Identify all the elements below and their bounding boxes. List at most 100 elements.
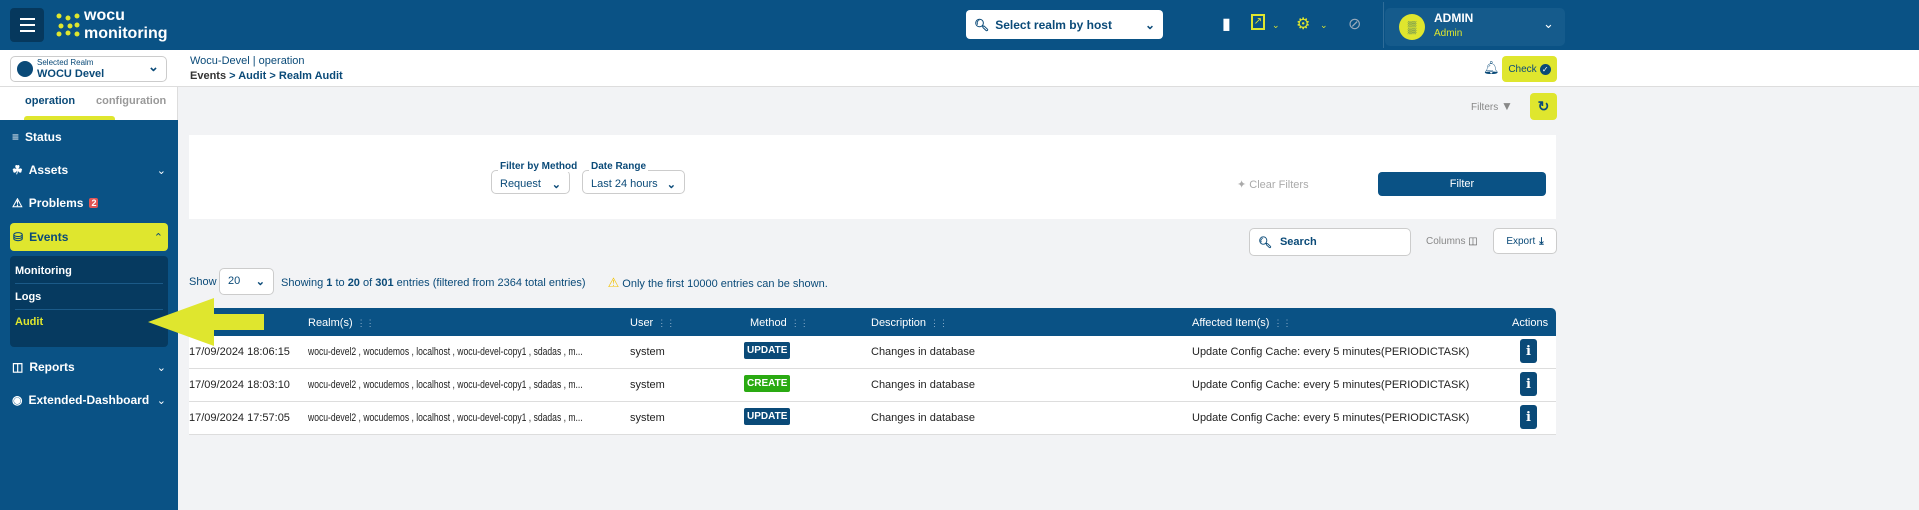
- entries-info: Showing 1 to 20 of 301 entries (filtered…: [281, 277, 586, 289]
- cell-description: Changes in database: [871, 412, 975, 424]
- sidebar-item-events[interactable]: ⛁ Events ⌃: [10, 223, 168, 251]
- cell-realms: wocu-devel2 , wocudemos , localhost , wo…: [308, 346, 583, 358]
- warning-text: Only the first 10000 entries can be show…: [622, 278, 828, 290]
- showing-text: Showing: [281, 277, 327, 289]
- chevron-down-icon: ⌄: [156, 394, 166, 407]
- drag-handle-icon[interactable]: ⋮⋮: [356, 318, 375, 328]
- gears-icon[interactable]: ⚙: [1296, 16, 1311, 33]
- submenu-audit[interactable]: Audit: [15, 316, 44, 328]
- column-description[interactable]: Description ⋮⋮: [871, 317, 948, 329]
- chevron-down-icon[interactable]: ⌄: [1320, 20, 1328, 30]
- table-row: 17/09/2024 18:06:15 wocu-devel2 , wocude…: [189, 336, 1556, 369]
- external-link-icon[interactable]: ↗: [1251, 14, 1265, 30]
- method-filter-label: Filter by Method: [498, 161, 580, 172]
- entries-warning: ⚠ Only the first 10000 entries can be sh…: [608, 275, 828, 291]
- method-filter-select[interactable]: Request ⌄: [491, 170, 570, 194]
- check-button[interactable]: Check ✓: [1502, 56, 1557, 82]
- drag-handle-icon[interactable]: ⋮⋮: [930, 318, 949, 328]
- cell-affected-items: Update Config Cache: every 5 minutes(PER…: [1192, 412, 1470, 424]
- info-button[interactable]: i: [1520, 405, 1537, 429]
- realm-select[interactable]: Selected Realm WOCU Devel ⌄: [10, 56, 167, 82]
- realm-search-placeholder: Select realm by host: [995, 17, 1112, 32]
- sub-header: [0, 50, 1919, 87]
- search-icon: 🔍︎: [1258, 236, 1272, 249]
- user-menu[interactable]: ▒ ADMIN Admin ⌄: [1385, 8, 1565, 46]
- tab-configuration[interactable]: configuration: [96, 95, 167, 107]
- method-badge: CREATE: [744, 375, 791, 392]
- sidebar-item-reports[interactable]: ◫ Reports ⌄: [12, 360, 166, 374]
- column-user[interactable]: User ⋮⋮: [630, 317, 675, 329]
- chevron-down-icon[interactable]: ⌄: [1272, 20, 1280, 30]
- drag-handle-icon[interactable]: ⋮⋮: [657, 318, 676, 328]
- showing-text: entries (filtered from 2364 total entrie…: [393, 277, 586, 289]
- chevron-down-icon: ⌄: [666, 178, 676, 191]
- breadcrumb-audit[interactable]: Audit: [238, 70, 267, 82]
- column-label: User: [630, 317, 654, 329]
- breadcrumb-realm-audit: Realm Audit: [278, 70, 343, 82]
- page-size-value: 20: [228, 275, 241, 287]
- menu-button[interactable]: [10, 8, 44, 42]
- export-button[interactable]: Export ⤓: [1493, 228, 1557, 254]
- filter-button[interactable]: Filter: [1378, 172, 1546, 196]
- column-label: Realm(s): [308, 317, 353, 329]
- sidebar-item-assets[interactable]: ☘ Assets ⌄: [12, 163, 166, 177]
- table-header: Realm(s) ⋮⋮ User ⋮⋮ Method ⋮⋮ Description ⋮⋮…: [189, 308, 1556, 336]
- sidebar-item-label: Assets: [28, 163, 69, 177]
- cell-date: 17/09/2024 18:03:10: [189, 379, 290, 391]
- drag-handle-icon[interactable]: ⋮⋮: [790, 318, 809, 328]
- refresh-button[interactable]: ↻: [1530, 93, 1557, 120]
- user-name: ADMIN: [1434, 11, 1474, 25]
- tab-operation[interactable]: operation: [25, 95, 76, 107]
- logo-line-1: wocu: [84, 7, 125, 24]
- cell-date: 17/09/2024 17:57:05: [189, 412, 290, 424]
- warning-icon: ⚠: [12, 196, 23, 210]
- check-label: Check: [1508, 63, 1537, 75]
- info-button[interactable]: i: [1520, 372, 1537, 396]
- check-circle-icon: ✓: [1539, 63, 1551, 75]
- realm-value: WOCU Devel: [37, 68, 105, 80]
- page-size-select[interactable]: 20 ⌄: [219, 268, 274, 295]
- info-button[interactable]: i: [1520, 339, 1537, 363]
- table-row: 17/09/2024 17:57:05 wocu-devel2 , wocude…: [189, 402, 1556, 435]
- clear-filters-button[interactable]: ✦ Clear Filters: [1237, 178, 1309, 191]
- date-range-label: Date Range: [589, 161, 649, 172]
- bell-icon[interactable]: 🔔︎: [1483, 60, 1500, 75]
- date-range-select[interactable]: Last 24 hours ⌄: [582, 170, 685, 194]
- refresh-icon: ↻: [1537, 98, 1550, 114]
- columns-icon: ◫: [1468, 236, 1478, 247]
- filter-panel: [189, 135, 1556, 219]
- sidebar-item-problems[interactable]: ⚠ Problems 2: [12, 196, 166, 210]
- clear-filters-label: Clear Filters: [1249, 179, 1309, 191]
- sidebar-item-label: Problems: [28, 196, 84, 210]
- realm-search-select[interactable]: 🔍︎ Select realm by host ⌄: [966, 10, 1163, 39]
- column-realms[interactable]: Realm(s) ⋮⋮: [308, 317, 375, 329]
- events-submenu: Monitoring Logs Audit: [10, 256, 168, 347]
- chevron-down-icon: ⌄: [148, 59, 159, 74]
- search-input[interactable]: 🔍︎ Search: [1249, 228, 1411, 256]
- arrow-annotation: [148, 298, 264, 346]
- sidebar-item-status[interactable]: ≡ Status: [12, 130, 166, 144]
- realm-icon: [17, 61, 33, 77]
- search-icon: 🔍︎: [974, 17, 990, 32]
- breadcrumb-events[interactable]: Events: [190, 70, 227, 82]
- info-row: Showing 1 to 20 of 301 entries (filtered…: [281, 275, 828, 291]
- column-affected-items[interactable]: Affected Item(s) ⋮⋮: [1192, 317, 1291, 329]
- logo: wocu monitoring: [84, 7, 168, 43]
- user-role: Admin: [1434, 28, 1463, 39]
- active-tab-indicator: [24, 116, 115, 120]
- columns-button[interactable]: Columns ◫: [1426, 236, 1478, 247]
- drag-handle-icon[interactable]: ⋮⋮: [1273, 318, 1292, 328]
- breadcrumb-separator: >: [269, 70, 276, 82]
- submenu-monitoring[interactable]: Monitoring: [15, 258, 163, 284]
- column-method[interactable]: Method ⋮⋮: [750, 317, 809, 329]
- cell-user: system: [630, 412, 665, 424]
- top-bar: wocu monitoring 🔍︎ Select realm by host ⌄ ▮…: [0, 0, 1919, 50]
- book-icon[interactable]: ▮: [1222, 16, 1231, 33]
- submenu-logs[interactable]: Logs: [15, 284, 163, 310]
- sync-off-icon[interactable]: ⊘: [1348, 16, 1362, 33]
- filters-toggle[interactable]: Filters ▼: [1471, 99, 1513, 113]
- download-icon: ⤓: [1539, 235, 1544, 247]
- sidebar-item-extended-dashboard[interactable]: ◉ Extended-Dashboard ⌄: [12, 393, 166, 407]
- breadcrumb: Events > Audit > Realm Audit: [190, 70, 343, 83]
- report-icon: ◫: [12, 360, 24, 374]
